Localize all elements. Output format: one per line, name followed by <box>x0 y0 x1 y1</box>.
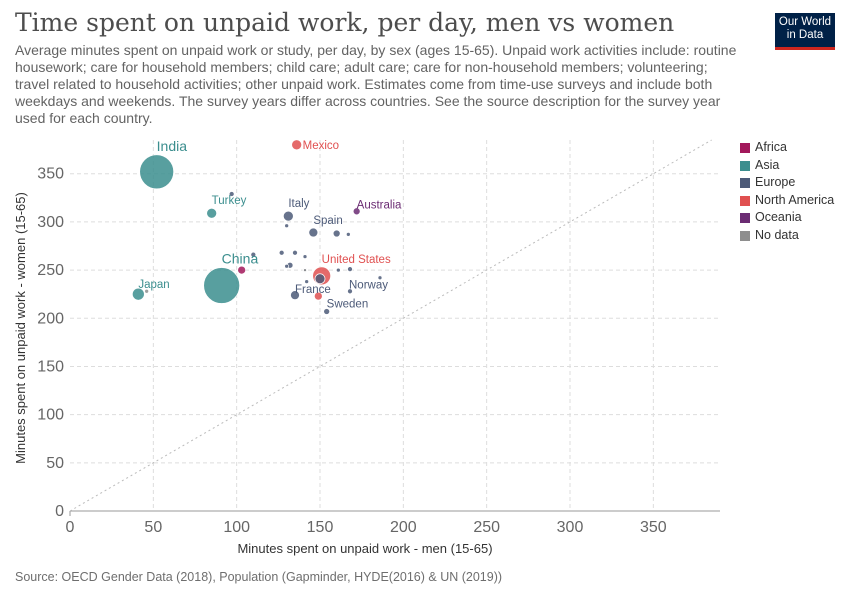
data-point[interactable] <box>302 254 308 259</box>
data-point[interactable] <box>292 249 298 256</box>
data-point[interactable] <box>347 266 353 272</box>
legend-swatch <box>740 160 750 171</box>
data-point[interactable] <box>308 227 319 238</box>
legend-label: North America <box>755 192 835 207</box>
legend-swatch <box>740 195 750 206</box>
point-label: Turkey <box>212 195 247 207</box>
legend-label: Asia <box>755 157 780 172</box>
data-point[interactable] <box>313 291 323 301</box>
y-tick-label: 350 <box>37 166 64 183</box>
point-label: Australia <box>357 199 402 211</box>
x-tick-label: 250 <box>473 519 500 536</box>
equality-line <box>69 139 712 512</box>
data-point[interactable] <box>284 263 290 269</box>
y-tick-label: 200 <box>37 310 64 327</box>
point-label: India <box>157 138 188 154</box>
reference-line <box>69 139 712 512</box>
x-tick-label: 350 <box>640 519 667 536</box>
data-point[interactable] <box>304 279 310 285</box>
data-point[interactable] <box>352 207 361 216</box>
logo-line-2: in Data <box>786 29 824 41</box>
data-points <box>131 139 383 315</box>
data-point[interactable] <box>345 232 351 237</box>
y-tick-label: 50 <box>46 455 64 472</box>
x-tick-label: 50 <box>144 519 162 536</box>
data-point[interactable] <box>282 210 294 222</box>
point-label: China <box>222 251 259 267</box>
point-label: Sweden <box>327 299 369 311</box>
y-axis-label: Minutes spent on unpaid work - women (15… <box>13 192 28 464</box>
data-point[interactable] <box>290 290 300 300</box>
x-tick-label: 300 <box>557 519 584 536</box>
chart-subtitle: Average minutes spent on unpaid work or … <box>15 42 737 126</box>
data-point[interactable] <box>228 191 235 197</box>
data-point[interactable] <box>237 265 247 275</box>
legend-swatch <box>740 178 750 188</box>
x-tick-label: 200 <box>390 519 417 536</box>
x-tick-label: 150 <box>307 519 334 536</box>
data-point[interactable] <box>314 273 326 285</box>
legend-swatch <box>740 230 750 241</box>
data-point[interactable] <box>332 229 341 238</box>
legend-swatch <box>740 143 750 153</box>
legend-label: Europe <box>755 175 796 189</box>
point-label: France <box>295 284 331 296</box>
data-point[interactable] <box>335 267 341 273</box>
data-point[interactable] <box>291 139 303 151</box>
data-point[interactable] <box>278 249 285 256</box>
x-axis-label: Minutes spent on unpaid work - men (15-6… <box>237 541 492 556</box>
owid-logo[interactable]: Our World in Data <box>775 13 835 50</box>
point-label: Norway <box>349 279 388 291</box>
data-point[interactable] <box>131 287 145 301</box>
y-tick-label: 250 <box>37 262 64 279</box>
data-point[interactable] <box>284 223 290 229</box>
y-tick-label: 0 <box>55 503 64 520</box>
point-label: Spain <box>313 215 342 227</box>
axis-ticks: 0 50 100 150 200 250 300 350 0 50 100 150 200 250 300 3… <box>37 166 666 536</box>
legend-label: Africa <box>755 140 787 154</box>
data-point[interactable] <box>144 288 150 294</box>
chart-title: Time spent on unpaid work, per day, men … <box>15 8 675 37</box>
point-label: Mexico <box>303 140 339 152</box>
data-point[interactable] <box>347 288 353 295</box>
point-label: Japan <box>138 279 169 291</box>
legend-label: Oceania <box>755 210 802 224</box>
y-tick-label: 100 <box>37 407 64 424</box>
x-tick-label: 100 <box>223 519 250 536</box>
point-label: United States <box>322 254 391 266</box>
x-tick-label: 0 <box>66 519 75 536</box>
data-point[interactable] <box>250 251 257 258</box>
grid-lines <box>69 140 720 516</box>
source-note: Source: OECD Gender Data (2018), Populat… <box>15 570 503 584</box>
data-point[interactable] <box>323 308 331 315</box>
data-point[interactable] <box>139 154 175 190</box>
logo-line-1: Our World <box>778 16 832 28</box>
legend-swatch <box>740 213 750 223</box>
data-point[interactable] <box>377 275 383 281</box>
point-labels: India China Japan Turkey Mexico United States… <box>138 138 402 311</box>
legend-label: No data <box>755 227 799 242</box>
data-point[interactable] <box>206 207 218 219</box>
data-point[interactable] <box>203 267 241 304</box>
y-tick-label: 300 <box>37 214 64 231</box>
data-point[interactable] <box>303 268 307 272</box>
y-tick-label: 150 <box>37 358 64 375</box>
point-label: Italy <box>288 198 309 210</box>
